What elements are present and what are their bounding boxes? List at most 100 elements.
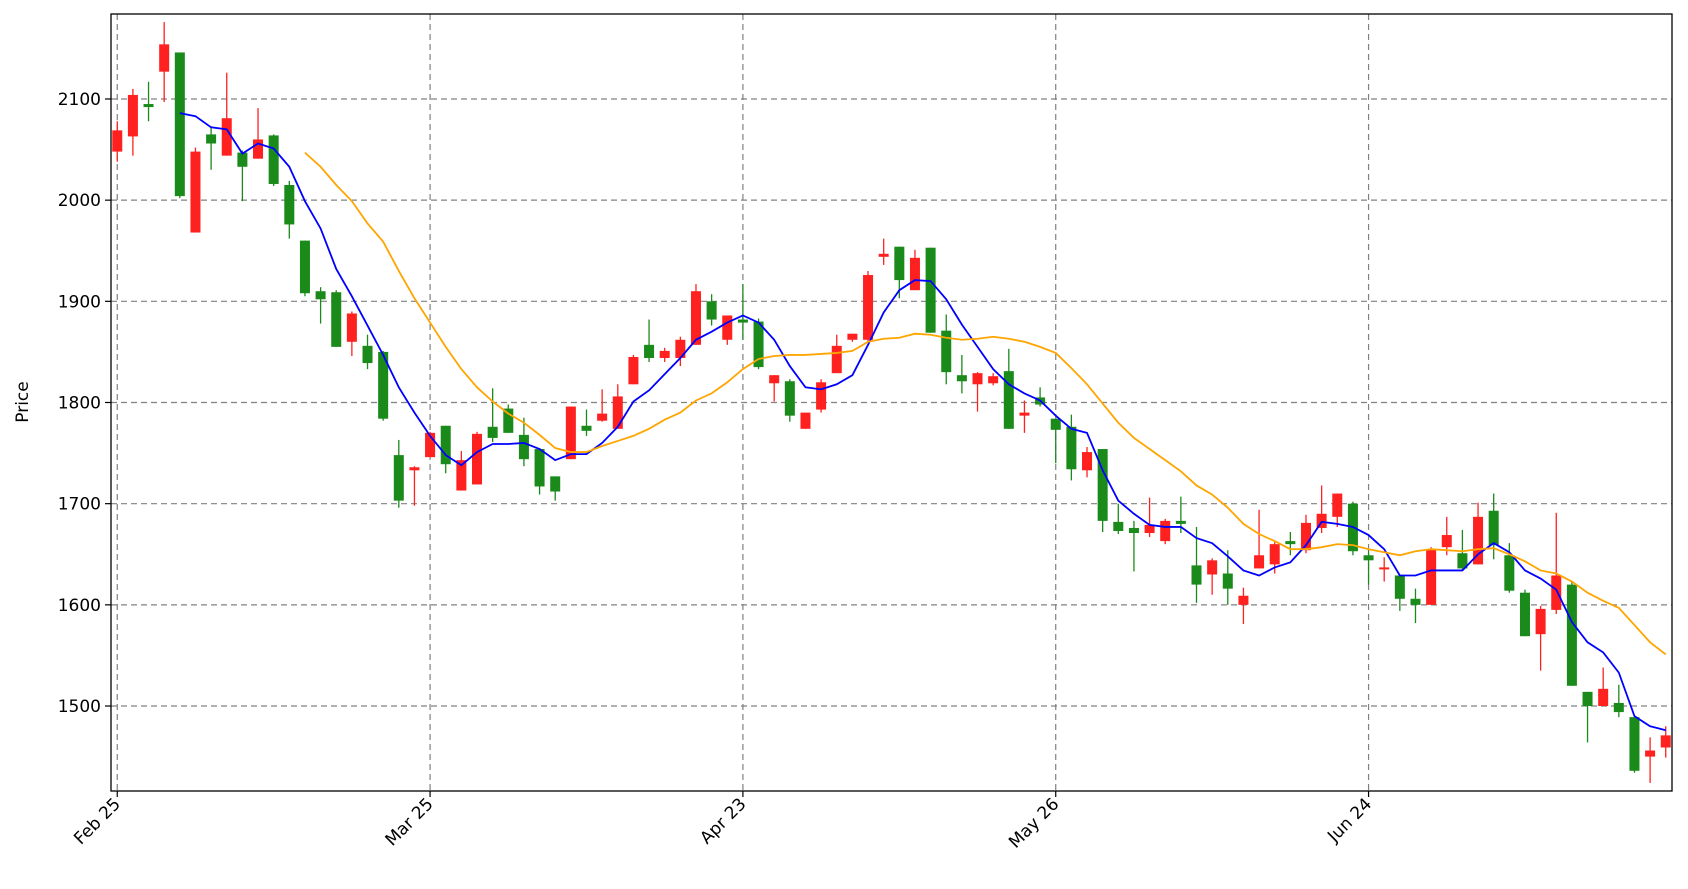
candle-body (675, 339, 686, 358)
candle-body (988, 376, 999, 384)
candle-body (1473, 516, 1484, 565)
candle-body (550, 476, 561, 492)
candle-body (1535, 608, 1546, 635)
candle-body (1175, 520, 1186, 524)
candle-body (1300, 522, 1311, 551)
candle-body (831, 345, 842, 374)
candle-body (221, 118, 232, 156)
candle-body (1582, 691, 1593, 707)
candle-body (878, 253, 889, 257)
candle-body (393, 455, 404, 501)
candle-body (409, 467, 420, 471)
candle-body (487, 426, 498, 438)
candle-body (346, 313, 357, 342)
candle-body (1128, 527, 1139, 534)
candle-body (1066, 426, 1077, 470)
candle-body (800, 412, 811, 429)
candle-body (941, 330, 952, 373)
candle-body (1191, 565, 1202, 585)
ma-line (179, 112, 1666, 732)
candle-body (1519, 592, 1530, 637)
candle-body (378, 351, 389, 419)
candle-body (1457, 553, 1468, 569)
candle-body (1238, 595, 1249, 605)
candle-body (1332, 493, 1343, 517)
candle-body (737, 319, 748, 323)
candle-body (581, 425, 592, 431)
candle-body (1144, 524, 1155, 534)
candle-body (174, 52, 185, 197)
candle-body (237, 152, 248, 167)
candle-body (597, 413, 608, 421)
x-tick-label: Apr 23 (696, 794, 750, 848)
x-tick-label: Feb 25 (70, 794, 125, 849)
candle-body (1394, 575, 1405, 599)
candle-body (1222, 573, 1233, 589)
candle-body (644, 344, 655, 358)
candle-body (1504, 555, 1515, 591)
candle-body (127, 94, 138, 137)
candle-body (1551, 575, 1562, 610)
candle-body (565, 406, 576, 460)
candle-body (1254, 555, 1265, 569)
candle-body (112, 130, 123, 152)
y-tick-label: 1600 (58, 596, 101, 616)
candle-body (909, 257, 920, 291)
candle-body (284, 184, 295, 225)
y-tick-label: 1700 (58, 495, 101, 515)
candle-body (518, 434, 529, 460)
candle-body (1613, 702, 1624, 713)
candle-body (816, 382, 827, 410)
candle-body (1019, 412, 1030, 416)
candle-body (143, 104, 154, 108)
candle-body (1082, 452, 1093, 471)
candle-body (1645, 750, 1656, 757)
candle-body (456, 460, 467, 491)
candle-body (534, 449, 545, 487)
candle-body (1113, 521, 1124, 531)
candle-body (1379, 567, 1390, 570)
candle-body (503, 408, 514, 433)
candle-body (784, 381, 795, 416)
candle-body (847, 333, 858, 340)
candle-body (315, 291, 326, 300)
candle-body (1269, 544, 1280, 565)
candle-body (972, 373, 983, 385)
candle-body (1160, 520, 1171, 542)
candle-body (253, 139, 264, 159)
x-tick-label: May 26 (1005, 794, 1063, 852)
candle-body (1598, 688, 1609, 707)
candle-body (159, 44, 170, 72)
candle-body (706, 301, 717, 320)
candle-body (1441, 535, 1452, 548)
candle-body (722, 315, 733, 340)
candle-body (1488, 510, 1499, 546)
candle-body (1097, 449, 1108, 521)
candle-body (425, 432, 436, 458)
x-tick-label: Jun 24 (1323, 794, 1376, 847)
candle-body (894, 246, 905, 281)
candle-body (472, 433, 483, 485)
candle-body (206, 134, 217, 144)
y-tick-label: 2100 (58, 90, 101, 110)
candle-body (1566, 584, 1577, 686)
y-tick-label: 1800 (58, 394, 101, 414)
candle-body (769, 375, 780, 384)
candle-body (299, 240, 310, 294)
candle-body (268, 135, 279, 184)
y-tick-label: 2000 (58, 191, 101, 211)
candle-body (925, 247, 936, 333)
candle-body (440, 425, 451, 465)
x-tick-label: Mar 25 (382, 794, 438, 850)
candle-body (659, 350, 670, 358)
candle-body (628, 356, 639, 385)
y-tick-label: 1500 (58, 697, 101, 717)
candle-body (1363, 555, 1374, 561)
candle-body (362, 345, 373, 364)
candle-body (1629, 717, 1640, 771)
y-axis-label: Price (13, 381, 33, 422)
candle-body (956, 375, 967, 382)
candle-body (863, 275, 874, 340)
